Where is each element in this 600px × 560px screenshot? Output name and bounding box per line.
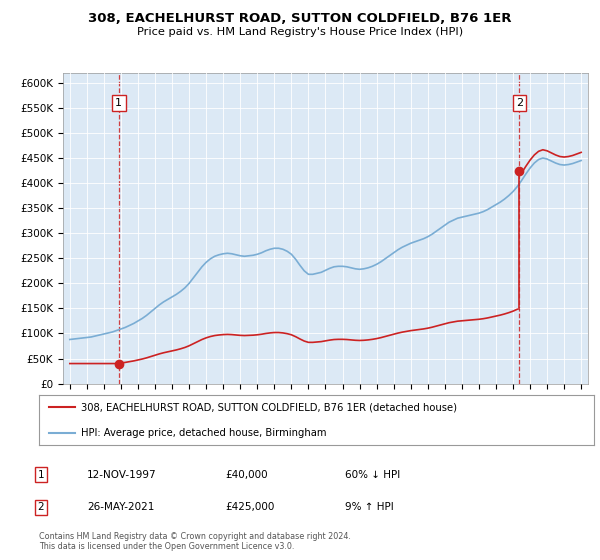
- Text: Contains HM Land Registry data © Crown copyright and database right 2024.
This d: Contains HM Land Registry data © Crown c…: [39, 532, 351, 551]
- Text: 9% ↑ HPI: 9% ↑ HPI: [345, 502, 394, 512]
- Text: HPI: Average price, detached house, Birmingham: HPI: Average price, detached house, Birm…: [80, 428, 326, 437]
- Text: 60% ↓ HPI: 60% ↓ HPI: [345, 470, 400, 480]
- Text: 308, EACHELHURST ROAD, SUTTON COLDFIELD, B76 1ER: 308, EACHELHURST ROAD, SUTTON COLDFIELD,…: [88, 12, 512, 25]
- Text: 2: 2: [516, 98, 523, 108]
- Text: Price paid vs. HM Land Registry's House Price Index (HPI): Price paid vs. HM Land Registry's House …: [137, 27, 463, 38]
- Text: 2: 2: [37, 502, 44, 512]
- Text: 1: 1: [115, 98, 122, 108]
- Text: £40,000: £40,000: [225, 470, 268, 480]
- Text: 12-NOV-1997: 12-NOV-1997: [87, 470, 157, 480]
- Text: £425,000: £425,000: [225, 502, 274, 512]
- Text: 1: 1: [37, 470, 44, 480]
- Text: 308, EACHELHURST ROAD, SUTTON COLDFIELD, B76 1ER (detached house): 308, EACHELHURST ROAD, SUTTON COLDFIELD,…: [80, 403, 457, 412]
- Text: 26-MAY-2021: 26-MAY-2021: [87, 502, 154, 512]
